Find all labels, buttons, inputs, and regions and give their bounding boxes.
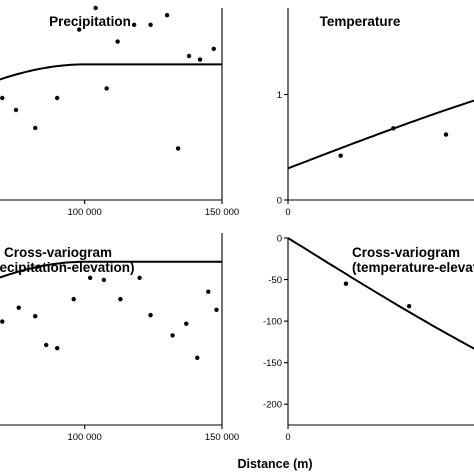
data-point — [13, 107, 19, 113]
data-point — [76, 27, 82, 32]
data-point — [33, 125, 38, 131]
x-tick-label: 100 000 — [67, 207, 101, 218]
data-point — [170, 333, 175, 338]
data-point — [137, 275, 142, 280]
x-tick-label: 100 000 — [67, 432, 101, 443]
data-point — [115, 39, 120, 44]
data-point — [33, 314, 38, 319]
data-point — [104, 86, 109, 91]
y-tick-label: -150 — [263, 358, 282, 369]
data-point — [206, 289, 211, 294]
data-point — [343, 281, 349, 286]
temperature-variogram-panel: 050 00001Temperature — [277, 8, 474, 218]
data-point — [44, 342, 49, 348]
data-point — [211, 46, 216, 51]
panel-subtitle: (precipitation-elevation) — [0, 260, 135, 275]
model-curve — [287, 237, 474, 350]
data-point — [55, 346, 60, 351]
panel-title: Cross-variogram — [352, 245, 460, 260]
x-axis-label: Distance (m) — [237, 457, 312, 471]
data-point — [16, 305, 21, 310]
model-curve — [0, 260, 222, 279]
data-point — [148, 312, 153, 318]
model-curve — [0, 63, 222, 81]
x-tick-label: 150 000 — [205, 432, 239, 443]
panel-title: Cross-variogram — [4, 245, 112, 260]
data-point — [0, 95, 5, 101]
temperature-elevation-cross-variogram-panel: 050 0000-50-100-150-200Cross-variogram(t… — [263, 234, 474, 443]
data-point — [175, 146, 181, 151]
data-point — [0, 319, 5, 324]
data-point — [148, 22, 153, 27]
x-tick-label: 0 — [285, 432, 290, 443]
data-point — [131, 22, 137, 27]
y-tick-label: 0 — [277, 196, 282, 207]
data-point — [55, 95, 60, 101]
data-point — [71, 296, 76, 302]
data-point — [443, 132, 449, 137]
panel-title: Temperature — [320, 14, 401, 29]
model-curve — [287, 99, 474, 170]
y-tick-label: -200 — [263, 400, 282, 411]
y-tick-label: -50 — [268, 275, 282, 286]
data-point — [101, 277, 107, 283]
data-point — [93, 5, 98, 11]
data-point — [197, 57, 203, 62]
panel-title: Precipitation — [49, 14, 131, 29]
y-tick-label: 1 — [277, 90, 282, 101]
data-point — [406, 303, 412, 309]
data-point — [214, 307, 219, 312]
data-point — [338, 153, 343, 158]
data-point — [195, 355, 200, 360]
data-point — [164, 13, 170, 18]
y-tick-label: -100 — [263, 317, 282, 328]
data-point — [118, 296, 123, 302]
data-point — [87, 275, 93, 280]
data-point — [184, 321, 189, 326]
data-point — [186, 53, 192, 59]
y-tick-label: 0 — [277, 234, 282, 245]
x-tick-label: 150 000 — [205, 207, 239, 218]
x-tick-label: 0 — [285, 207, 290, 218]
panel-subtitle: (temperature-elevation) — [352, 260, 474, 275]
data-point — [391, 126, 396, 131]
